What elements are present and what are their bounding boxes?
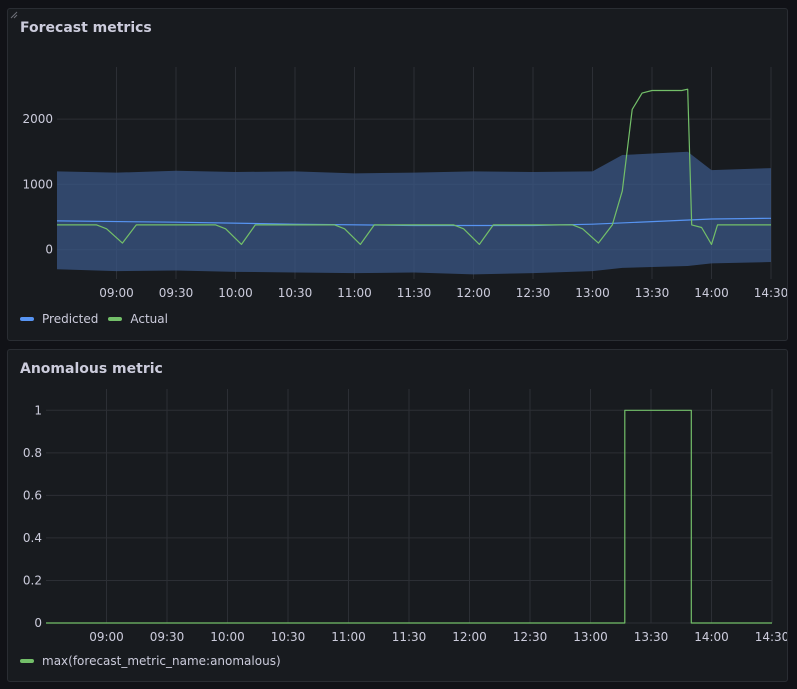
series-line-actual[interactable] <box>57 88 771 245</box>
legend: Predicted Actual <box>20 312 178 326</box>
x-tick-label: 10:00 <box>210 630 245 644</box>
x-tick-label: 09:00 <box>99 286 134 300</box>
legend-item-actual[interactable]: Actual <box>108 312 168 326</box>
y-tick-label: 0.2 <box>23 573 42 587</box>
x-tick-label: 11:00 <box>337 286 372 300</box>
y-tick-label: 1000 <box>22 177 53 191</box>
panel-title[interactable]: Anomalous metric <box>20 361 163 377</box>
x-tick-label: 13:00 <box>575 286 610 300</box>
series-band <box>57 151 771 275</box>
legend-swatch-anomalous <box>20 659 34 663</box>
x-tick-label: 14:00 <box>694 286 729 300</box>
resize-handle-icon[interactable] <box>8 9 18 19</box>
x-tick-label: 13:30 <box>635 286 670 300</box>
x-tick-label: 09:30 <box>150 630 185 644</box>
x-tick-label: 14:00 <box>694 630 729 644</box>
x-tick-label: 12:00 <box>452 630 487 644</box>
y-tick-label: 0.6 <box>23 488 42 502</box>
legend-item-anomalous[interactable]: max(forecast_metric_name:anomalous) <box>20 654 281 668</box>
legend-label: Predicted <box>42 312 99 326</box>
x-tick-label: 09:30 <box>159 286 194 300</box>
y-tick-label: 0 <box>34 616 42 630</box>
x-tick-label: 11:00 <box>331 630 366 644</box>
x-tick-label: 09:00 <box>89 630 124 644</box>
anomalous-chart[interactable]: 09:00 09:30 10:00 10:30 11:00 11:30 12:00 12:30… <box>8 350 787 681</box>
legend-swatch-actual <box>108 317 123 321</box>
legend-swatch-predicted <box>20 317 34 321</box>
x-tick-label: 13:30 <box>634 630 669 644</box>
forecast-chart[interactable]: 09:00 09:30 10:00 10:30 11:00 11:30 12:00 12:30… <box>8 9 787 340</box>
legend: max(forecast_metric_name:anomalous) <box>20 654 291 668</box>
x-tick-label: 12:30 <box>513 630 548 644</box>
x-tick-label: 10:30 <box>271 630 306 644</box>
y-tick-label: 0.4 <box>23 531 42 545</box>
legend-label: max(forecast_metric_name:anomalous) <box>42 654 281 668</box>
x-tick-label: 12:30 <box>516 286 551 300</box>
series-line-max-forecast-metric-name-anomalous-[interactable] <box>46 409 772 624</box>
x-tick-label: 14:30 <box>754 286 787 300</box>
panel-title[interactable]: Forecast metrics <box>20 20 152 36</box>
legend-item-predicted[interactable]: Predicted <box>20 312 98 326</box>
y-tick-label: 2000 <box>22 112 53 126</box>
x-tick-label: 13:00 <box>573 630 608 644</box>
x-tick-label: 10:30 <box>278 286 313 300</box>
anomalous-metric-panel: Anomalous metric 09:00 09:30 10:00 10:30 11:… <box>7 349 788 682</box>
legend-label: Actual <box>130 312 168 326</box>
y-tick-label: 1 <box>34 403 42 417</box>
x-tick-label: 11:30 <box>397 286 432 300</box>
y-tick-label: 0 <box>45 243 53 257</box>
x-tick-label: 10:00 <box>218 286 253 300</box>
x-tick-label: 12:00 <box>456 286 491 300</box>
forecast-metrics-panel: Forecast metrics 09:00 09:30 10:00 10:30 11:… <box>7 8 788 341</box>
x-tick-label: 11:30 <box>392 630 427 644</box>
x-tick-label: 14:30 <box>755 630 787 644</box>
y-tick-label: 0.8 <box>23 446 42 460</box>
